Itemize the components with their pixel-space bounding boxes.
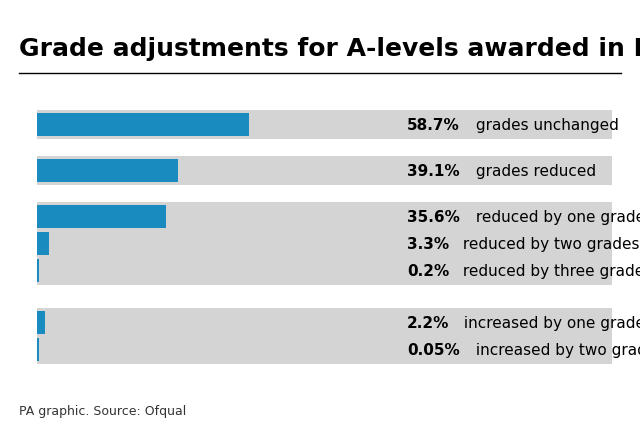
FancyBboxPatch shape — [37, 160, 179, 183]
FancyBboxPatch shape — [37, 311, 45, 334]
Text: 0.2%: 0.2% — [407, 263, 449, 278]
Text: 39.1%: 39.1% — [407, 164, 460, 179]
Text: 3.3%: 3.3% — [407, 236, 449, 251]
Text: reduced by two grades: reduced by two grades — [458, 236, 640, 251]
Text: grades unchanged: grades unchanged — [471, 118, 619, 133]
FancyBboxPatch shape — [37, 259, 39, 282]
Text: 0.05%: 0.05% — [407, 342, 460, 357]
Text: increased by two grades: increased by two grades — [471, 342, 640, 357]
Text: 58.7%: 58.7% — [407, 118, 460, 133]
FancyBboxPatch shape — [37, 256, 612, 285]
FancyBboxPatch shape — [37, 308, 612, 337]
FancyBboxPatch shape — [37, 338, 39, 361]
Text: grades reduced: grades reduced — [471, 164, 596, 179]
FancyBboxPatch shape — [37, 111, 612, 140]
Text: increased by one grade: increased by one grade — [459, 315, 640, 330]
FancyBboxPatch shape — [37, 233, 49, 255]
FancyBboxPatch shape — [37, 229, 612, 258]
FancyBboxPatch shape — [37, 157, 612, 186]
Text: Grade adjustments for A-levels awarded in England: Grade adjustments for A-levels awarded i… — [19, 37, 640, 61]
FancyBboxPatch shape — [37, 335, 612, 364]
FancyBboxPatch shape — [37, 114, 249, 137]
FancyBboxPatch shape — [37, 206, 166, 228]
Text: reduced by three grades: reduced by three grades — [458, 263, 640, 278]
Text: reduced by one grade: reduced by one grade — [472, 210, 640, 225]
Text: 35.6%: 35.6% — [407, 210, 460, 225]
Text: PA graphic. Source: Ofqual: PA graphic. Source: Ofqual — [19, 405, 186, 417]
Text: 2.2%: 2.2% — [407, 315, 450, 330]
FancyBboxPatch shape — [37, 202, 612, 231]
